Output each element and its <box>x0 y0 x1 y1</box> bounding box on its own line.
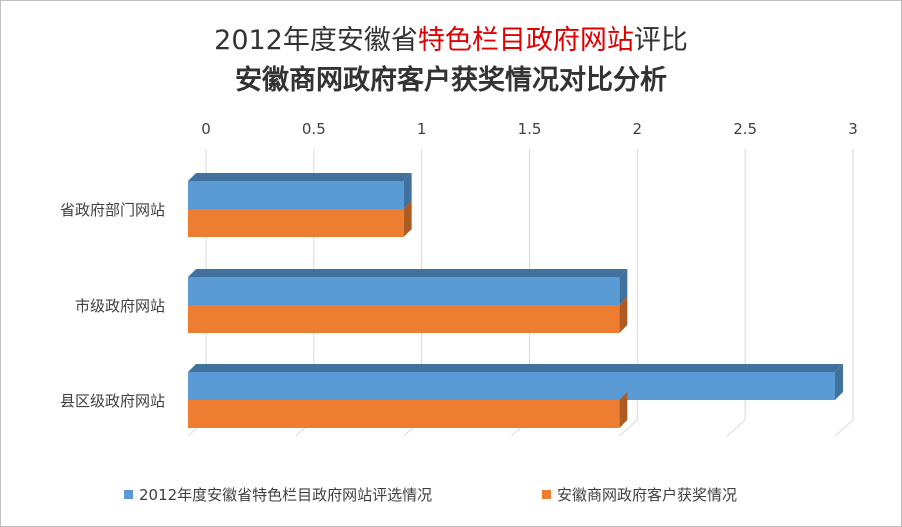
bar-side-s0-c2 <box>835 364 843 400</box>
bar-top-s0-c1 <box>188 269 628 277</box>
chart-title-line1: 2012年度安徽省特色栏目政府网站评比 <box>0 18 902 57</box>
gridline-depth-4 <box>619 419 638 437</box>
bar-s0-c2 <box>188 372 835 400</box>
gridline-depth-5 <box>726 419 746 437</box>
tick-label-3: 1.5 <box>518 120 542 138</box>
bar-top-s0-c0 <box>188 173 412 181</box>
tick-label-1: 0.5 <box>302 120 326 138</box>
tick-label-4: 2 <box>633 120 643 138</box>
bar-top-s0-c2 <box>188 364 843 372</box>
bar-side-s1-c2 <box>619 392 628 428</box>
tick-label-0: 0 <box>201 120 211 138</box>
bar-side-s0-c1 <box>619 269 628 305</box>
category-label-0: 省政府部门网站 <box>60 201 165 219</box>
title-part-1: 2012年度安徽省 <box>214 25 418 56</box>
bar-side-s1-c1 <box>619 297 628 333</box>
bar-s1-c1 <box>188 305 620 333</box>
category-label-2: 县区级政府网站 <box>60 392 165 410</box>
chart-title-line2: 安徽商网政府客户获奖情况对比分析 <box>235 65 667 96</box>
legend-swatch-series-2 <box>542 490 551 499</box>
bar-side-s1-c0 <box>403 201 412 237</box>
bar-s0-c1 <box>188 277 620 305</box>
legend-swatch-series-1 <box>124 490 133 499</box>
legend-label-series-2: 安徽商网政府客户获奖情况 <box>557 486 738 504</box>
tick-label-2: 1 <box>417 120 427 138</box>
legend-item-series-2: 安徽商网政府客户获奖情况 <box>542 484 737 505</box>
gridline-depth-6 <box>834 419 854 437</box>
bar-s1-c0 <box>188 209 404 237</box>
bar-side-s0-c0 <box>403 173 412 209</box>
tick-label-5: 2.5 <box>733 120 757 138</box>
bar-s1-c2 <box>188 400 620 428</box>
legend-label-series-1: 2012年度安徽省特色栏目政府网站评选情况 <box>139 486 433 504</box>
category-label-1: 市级政府网站 <box>75 297 165 315</box>
tick-label-6: 3 <box>848 120 858 138</box>
title-part-highlight: 特色栏目政府网站 <box>417 25 634 56</box>
legend-item-series-1: 2012年度安徽省特色栏目政府网站评选情况 <box>124 484 432 505</box>
bar-s0-c0 <box>188 181 404 209</box>
title-part-3: 评比 <box>633 25 688 56</box>
